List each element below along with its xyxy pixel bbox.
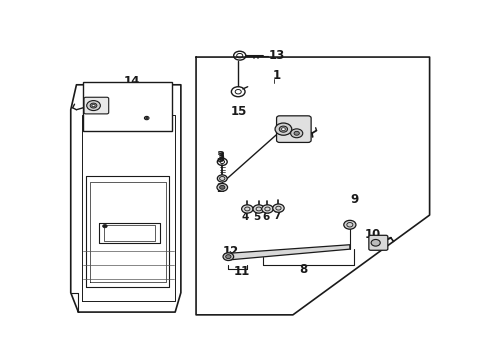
Text: 3: 3 — [216, 150, 224, 163]
Circle shape — [223, 253, 234, 261]
Text: 11: 11 — [234, 265, 250, 278]
Circle shape — [371, 239, 380, 246]
Text: 17: 17 — [129, 94, 144, 104]
FancyBboxPatch shape — [369, 235, 388, 250]
Text: 1: 1 — [273, 69, 281, 82]
Polygon shape — [228, 245, 350, 260]
Circle shape — [90, 103, 97, 108]
Bar — [83, 82, 172, 131]
Text: 7: 7 — [273, 211, 280, 221]
Circle shape — [291, 129, 303, 138]
Circle shape — [275, 123, 292, 135]
Text: 10: 10 — [365, 228, 381, 241]
Circle shape — [294, 131, 299, 135]
Text: 13: 13 — [269, 49, 285, 62]
Text: 9: 9 — [351, 193, 359, 206]
FancyBboxPatch shape — [276, 116, 311, 143]
Text: 15: 15 — [231, 105, 247, 118]
Text: 6: 6 — [262, 212, 269, 222]
Text: 12: 12 — [222, 244, 239, 258]
Text: 3: 3 — [216, 152, 224, 165]
Text: 14: 14 — [124, 75, 141, 88]
Circle shape — [279, 126, 288, 132]
Circle shape — [217, 184, 227, 191]
FancyBboxPatch shape — [84, 97, 109, 114]
Circle shape — [220, 185, 225, 189]
Circle shape — [273, 204, 284, 212]
Circle shape — [226, 255, 231, 258]
Text: 2: 2 — [216, 182, 224, 195]
Circle shape — [281, 128, 285, 131]
Circle shape — [92, 104, 95, 107]
Text: 16: 16 — [133, 112, 148, 122]
Circle shape — [146, 117, 148, 119]
Circle shape — [87, 100, 100, 111]
Circle shape — [253, 205, 265, 213]
Circle shape — [102, 225, 107, 228]
Circle shape — [262, 205, 273, 213]
Text: 5: 5 — [253, 212, 261, 222]
Circle shape — [344, 220, 356, 229]
Text: 8: 8 — [300, 264, 308, 276]
Circle shape — [242, 205, 253, 213]
Circle shape — [218, 175, 227, 182]
Text: 4: 4 — [242, 212, 249, 222]
